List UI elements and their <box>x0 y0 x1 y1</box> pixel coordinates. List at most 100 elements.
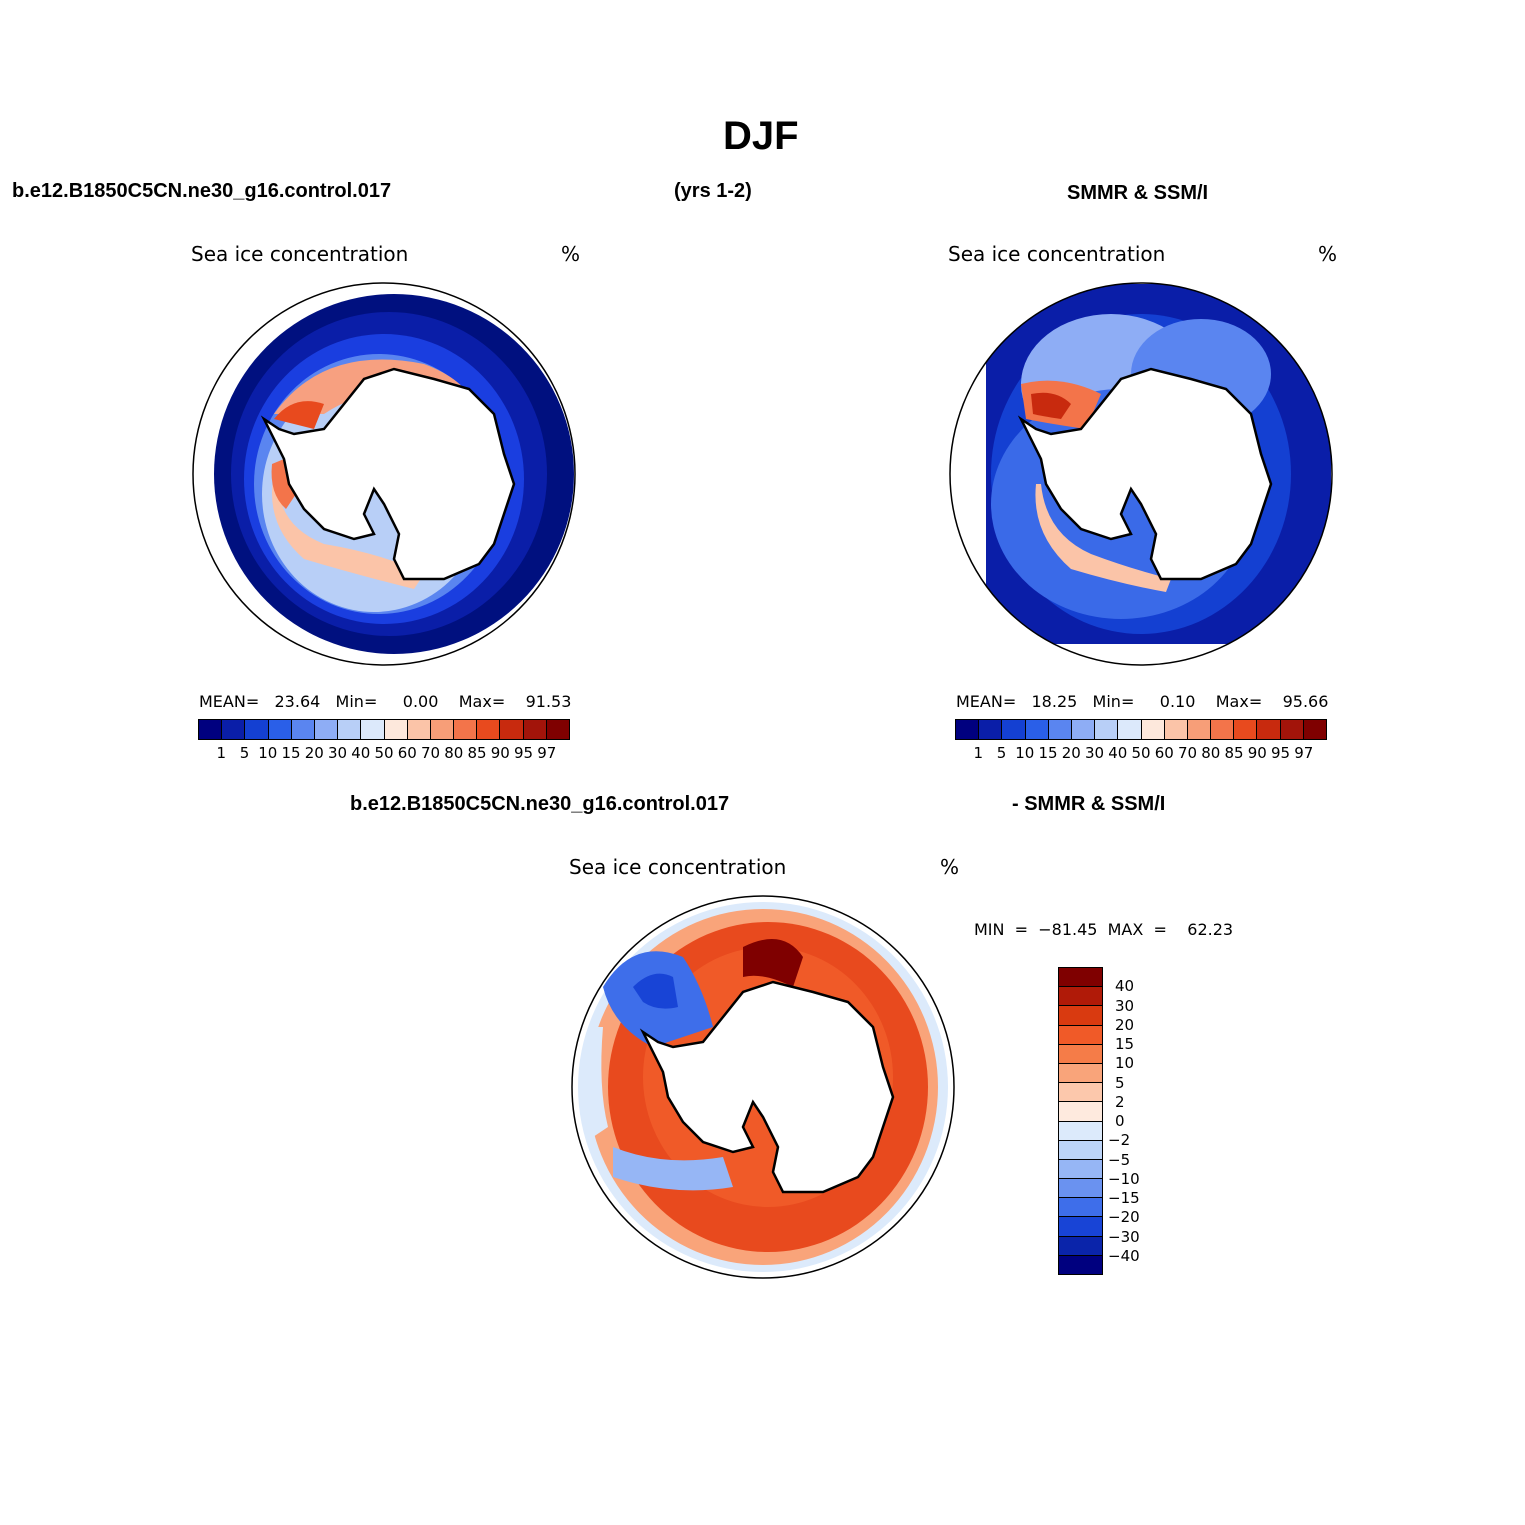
panel3-polar-map <box>571 895 955 1279</box>
colorbar-tick-label: 15 <box>1115 1035 1135 1053</box>
colorbar-swatch <box>1164 720 1188 739</box>
colorbar-tick-label: 40 <box>1108 744 1128 762</box>
colorbar-swatch <box>1211 720 1235 739</box>
colorbar-swatch <box>1048 720 1072 739</box>
colorbar-tick-label: 30 <box>1084 744 1105 762</box>
colorbar-tick-label: −15 <box>1108 1189 1140 1207</box>
model-case-header: b.e12.B1850C5CN.ne30_g16.control.017 <box>12 180 392 202</box>
panel2-label: Sea ice concentration <box>948 242 1166 266</box>
colorbar-swatch <box>546 720 569 739</box>
colorbar-tick-label: 95 <box>513 744 534 762</box>
panel2-colorbar <box>955 719 1327 740</box>
colorbar-swatch <box>1303 720 1326 739</box>
colorbar-swatch <box>1059 1063 1102 1084</box>
panel3-stats: MIN = −81.45 MAX = 62.23 <box>974 920 1234 939</box>
obs-header: SMMR & SSM/I <box>1067 182 1209 204</box>
years-header: (yrs 1-2) <box>674 180 752 202</box>
panel1-units: % <box>561 242 581 266</box>
colorbar-swatch <box>1059 1025 1102 1045</box>
antarctica-coastline <box>639 980 895 1194</box>
colorbar-swatch <box>477 720 501 739</box>
colorbar-swatch <box>199 720 223 739</box>
colorbar-swatch <box>956 720 980 739</box>
colorbar-swatch <box>314 720 339 739</box>
panel2-units: % <box>1318 242 1338 266</box>
colorbar-swatch <box>1025 720 1049 739</box>
colorbar-tick-label: 20 <box>1115 1015 1135 1034</box>
colorbar-tick-label: 10 <box>1015 744 1035 762</box>
diff-colorbar-ticks: 40 30 20 15 10 5 2 0 −2 −5 −10 −15 −20 −30 −40 <box>1108 967 1168 1275</box>
panel3-units: % <box>940 855 960 879</box>
colorbar-tick-label: 50 <box>374 744 394 762</box>
colorbar-swatch <box>1071 720 1096 739</box>
colorbar-swatch <box>1059 1217 1102 1237</box>
colorbar-swatch <box>1059 1159 1102 1180</box>
colorbar-tick-label: −30 <box>1108 1227 1140 1246</box>
colorbar-tick-label: 20 <box>304 744 324 762</box>
colorbar-swatch <box>1059 1236 1102 1256</box>
colorbar-tick-label: 60 <box>1154 744 1174 762</box>
colorbar-swatch <box>500 720 524 739</box>
colorbar-swatch <box>430 720 455 739</box>
colorbar-swatch <box>291 720 315 739</box>
panel2-stats: MEAN= 18.25 Min= 0.10 Max= 95.66 <box>956 692 1329 711</box>
colorbar-tick-label: −10 <box>1108 1169 1140 1188</box>
antarctica-coastline <box>1017 367 1273 581</box>
colorbar-tick-label: 5 <box>239 744 250 762</box>
colorbar-swatch <box>1059 1006 1102 1026</box>
colorbar-tick-label: 5 <box>996 744 1007 762</box>
colorbar-tick-label: 20 <box>1061 744 1081 762</box>
colorbar-swatch <box>1257 720 1281 739</box>
colorbar-tick-label: 10 <box>258 744 278 762</box>
antarctica-coastline <box>260 367 516 581</box>
colorbar-tick-label: 50 <box>1131 744 1151 762</box>
diff-colorbar <box>1058 967 1103 1275</box>
colorbar-swatch <box>1059 968 1102 988</box>
colorbar-tick-label: 70 <box>420 744 441 762</box>
colorbar-tick-label: −20 <box>1108 1208 1140 1227</box>
colorbar-tick-label: 0 <box>1115 1112 1125 1130</box>
panel1-colorbar-ticks: 1 5 10 15 20 30 40 50 60 70 80 85 90 95 97 <box>198 744 570 764</box>
colorbar-tick-label: 90 <box>490 744 510 762</box>
colorbar-tick-label: 80 <box>1201 744 1221 762</box>
colorbar-swatch <box>222 720 246 739</box>
panel3-label: Sea ice concentration <box>569 855 787 879</box>
colorbar-swatch <box>361 720 385 739</box>
colorbar-swatch <box>268 720 292 739</box>
colorbar-tick-label: 1 <box>973 744 984 762</box>
colorbar-tick-label: 40 <box>351 744 371 762</box>
colorbar-tick-label: 5 <box>1115 1073 1125 1092</box>
colorbar-swatch <box>1059 1140 1102 1160</box>
colorbar-tick-label: 30 <box>327 744 348 762</box>
colorbar-tick-label: 15 <box>1038 744 1058 762</box>
colorbar-swatch <box>1095 720 1119 739</box>
panel2-colorbar-ticks: 1 5 10 15 20 30 40 50 60 70 80 85 90 95 97 <box>955 744 1327 764</box>
colorbar-swatch <box>1118 720 1142 739</box>
colorbar-tick-label: 97 <box>537 744 557 762</box>
colorbar-swatch <box>454 720 478 739</box>
colorbar-tick-label: 85 <box>467 744 487 762</box>
colorbar-swatch <box>1234 720 1258 739</box>
colorbar-swatch <box>979 720 1003 739</box>
colorbar-tick-label: −5 <box>1108 1150 1131 1169</box>
panel1-polar-map <box>192 282 576 666</box>
colorbar-tick-label: 95 <box>1270 744 1291 762</box>
colorbar-tick-label: 10 <box>1115 1054 1135 1073</box>
colorbar-tick-label: 40 <box>1115 977 1135 996</box>
colorbar-swatch <box>1059 1102 1102 1122</box>
colorbar-tick-label: 2 <box>1115 1092 1125 1111</box>
colorbar-swatch <box>1059 1083 1102 1103</box>
colorbar-tick-label: 70 <box>1177 744 1198 762</box>
colorbar-swatch <box>245 720 269 739</box>
colorbar-swatch <box>1059 987 1102 1007</box>
colorbar-swatch <box>1280 720 1304 739</box>
panel1-stats: MEAN= 23.64 Min= 0.00 Max= 91.53 <box>199 692 572 711</box>
colorbar-tick-label: −2 <box>1108 1131 1131 1150</box>
colorbar-swatch <box>1002 720 1026 739</box>
diff-obs-header: - SMMR & SSM/I <box>1012 793 1166 815</box>
colorbar-tick-label: 1 <box>216 744 227 762</box>
colorbar-swatch <box>407 720 431 739</box>
colorbar-tick-label: 30 <box>1115 996 1135 1015</box>
colorbar-swatch <box>1059 1198 1102 1218</box>
colorbar-tick-label: 97 <box>1294 744 1314 762</box>
